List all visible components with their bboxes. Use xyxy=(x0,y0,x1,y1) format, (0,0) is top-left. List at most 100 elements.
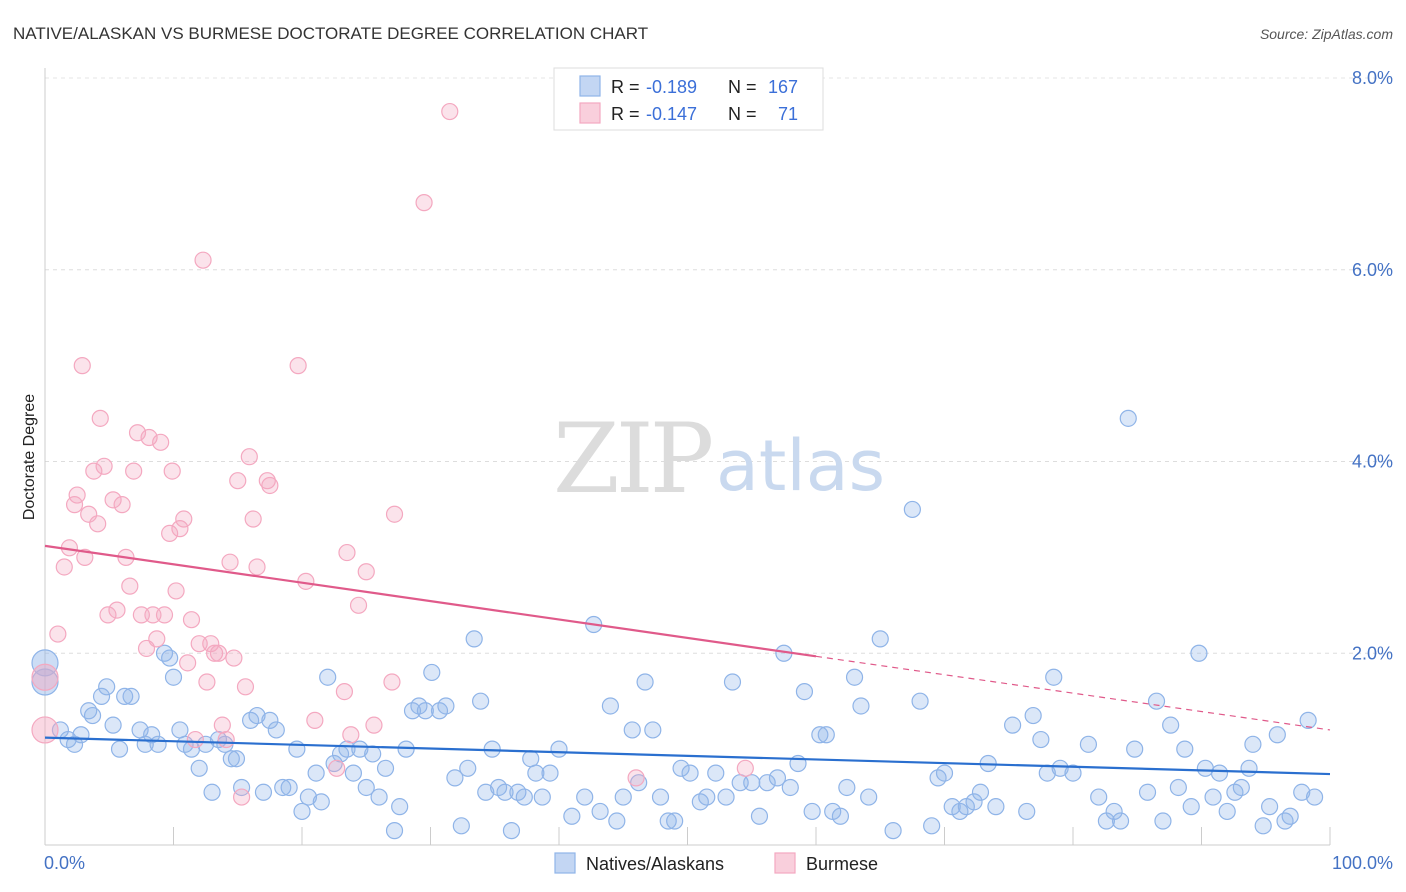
legend-r-label-burmese: R = xyxy=(611,104,640,124)
trend-line-ext-1 xyxy=(815,655,1331,731)
point-1-70 xyxy=(736,759,754,777)
point-0-133 xyxy=(1004,716,1022,734)
point-0-117 xyxy=(852,697,870,715)
point-0-42 xyxy=(307,764,325,782)
point-0-135 xyxy=(1024,706,1042,725)
point-0-53 xyxy=(376,759,395,777)
stats-legend: R = -0.189 N = 167 R = -0.147 N = 71 xyxy=(553,67,824,131)
point-0-92 xyxy=(659,812,677,830)
point-0-43 xyxy=(312,793,330,811)
point-0-36 xyxy=(267,721,285,739)
watermark-atlas: atlas xyxy=(716,425,885,507)
point-0-48 xyxy=(344,764,362,782)
x-tick-label-min: 0.0% xyxy=(44,853,85,873)
point-1-10 xyxy=(85,462,103,480)
point-1-35 xyxy=(182,611,201,629)
bottom-legend-swatch-burmese xyxy=(774,852,796,874)
point-1-68 xyxy=(441,102,459,121)
bottom-legend-label-burmese: Burmese xyxy=(806,854,878,874)
point-0-10 xyxy=(104,716,122,734)
point-0-87 xyxy=(623,721,641,739)
point-0-107 xyxy=(781,778,799,797)
point-0-100 xyxy=(723,673,742,691)
series-0 xyxy=(31,409,1324,840)
point-0-147 xyxy=(1126,740,1144,758)
point-0-112 xyxy=(817,726,835,744)
point-0-40 xyxy=(293,802,311,821)
point-0-13 xyxy=(122,687,140,705)
point-0-63 xyxy=(446,769,464,787)
point-1-14 xyxy=(99,606,117,624)
point-0-89 xyxy=(636,673,654,691)
point-1-44 xyxy=(217,730,235,749)
point-0-154 xyxy=(1182,798,1200,816)
point-1-31 xyxy=(167,582,185,600)
point-1-64 xyxy=(365,716,383,734)
point-1-57 xyxy=(306,711,324,729)
point-1-41 xyxy=(206,644,224,662)
point-1-30 xyxy=(163,462,181,480)
point-0-132 xyxy=(987,798,1005,816)
point-1-32 xyxy=(171,520,189,538)
point-0-35 xyxy=(261,711,279,729)
bottom-legend-swatch-natives xyxy=(554,852,576,874)
point-0-148 xyxy=(1138,783,1157,801)
series-1 xyxy=(31,102,754,806)
point-0-93 xyxy=(666,812,684,830)
point-0-157 xyxy=(1204,788,1222,806)
point-1-3 xyxy=(55,558,73,576)
point-0-38 xyxy=(280,778,298,797)
point-1-66 xyxy=(385,505,404,523)
point-1-29 xyxy=(161,524,179,543)
point-0-102 xyxy=(743,774,761,792)
point-0-94 xyxy=(672,759,690,777)
point-1-8 xyxy=(76,548,94,566)
point-0-125 xyxy=(935,764,954,782)
point-0-116 xyxy=(845,668,864,686)
point-0-17 xyxy=(149,735,167,753)
point-0-62 xyxy=(437,697,455,715)
point-0-169 xyxy=(1293,783,1311,801)
point-0-139 xyxy=(1051,759,1069,777)
legend-n-label-natives: N = xyxy=(728,77,757,97)
series-legend: Natives/Alaskans Burmese xyxy=(554,852,878,874)
point-0-29 xyxy=(222,750,240,768)
point-0-18 xyxy=(155,644,174,662)
y-tick-label-0: 2.0% xyxy=(1352,643,1393,663)
point-1-60 xyxy=(338,543,356,562)
point-0-159 xyxy=(1218,802,1236,821)
point-0-150 xyxy=(1154,812,1172,830)
point-0-54 xyxy=(385,822,404,840)
point-0-152 xyxy=(1169,778,1187,797)
point-0-11 xyxy=(110,740,129,758)
point-0-80 xyxy=(563,807,581,825)
point-0-8 xyxy=(92,687,111,705)
point-0-146 xyxy=(1119,409,1137,427)
point-0-149 xyxy=(1147,692,1166,710)
point-0-37 xyxy=(274,778,292,797)
point-0-77 xyxy=(533,788,551,806)
point-1-53 xyxy=(258,472,276,490)
point-0-41 xyxy=(299,788,318,806)
point-0-21 xyxy=(171,721,189,739)
point-0-98 xyxy=(707,764,725,782)
point-0-7 xyxy=(83,706,102,725)
trend-line-1 xyxy=(44,544,817,658)
y-tick-label-3: 8.0% xyxy=(1352,68,1393,88)
point-0-44 xyxy=(319,668,337,686)
point-0-165 xyxy=(1261,798,1279,816)
point-0-144 xyxy=(1105,802,1123,821)
series xyxy=(31,102,1324,840)
point-1-47 xyxy=(229,472,247,490)
point-1-43 xyxy=(213,716,231,734)
point-1-45 xyxy=(221,553,239,571)
legend-r-value-natives: -0.189 xyxy=(646,77,697,97)
gridlines xyxy=(45,77,1392,654)
y-axis-label: Doctorate Degree xyxy=(21,394,38,520)
point-0-64 xyxy=(452,817,470,835)
point-1-19 xyxy=(121,577,139,595)
point-1-0 xyxy=(31,716,59,744)
point-0-49 xyxy=(351,740,369,758)
point-0-9 xyxy=(98,678,116,696)
point-1-67 xyxy=(415,194,433,212)
